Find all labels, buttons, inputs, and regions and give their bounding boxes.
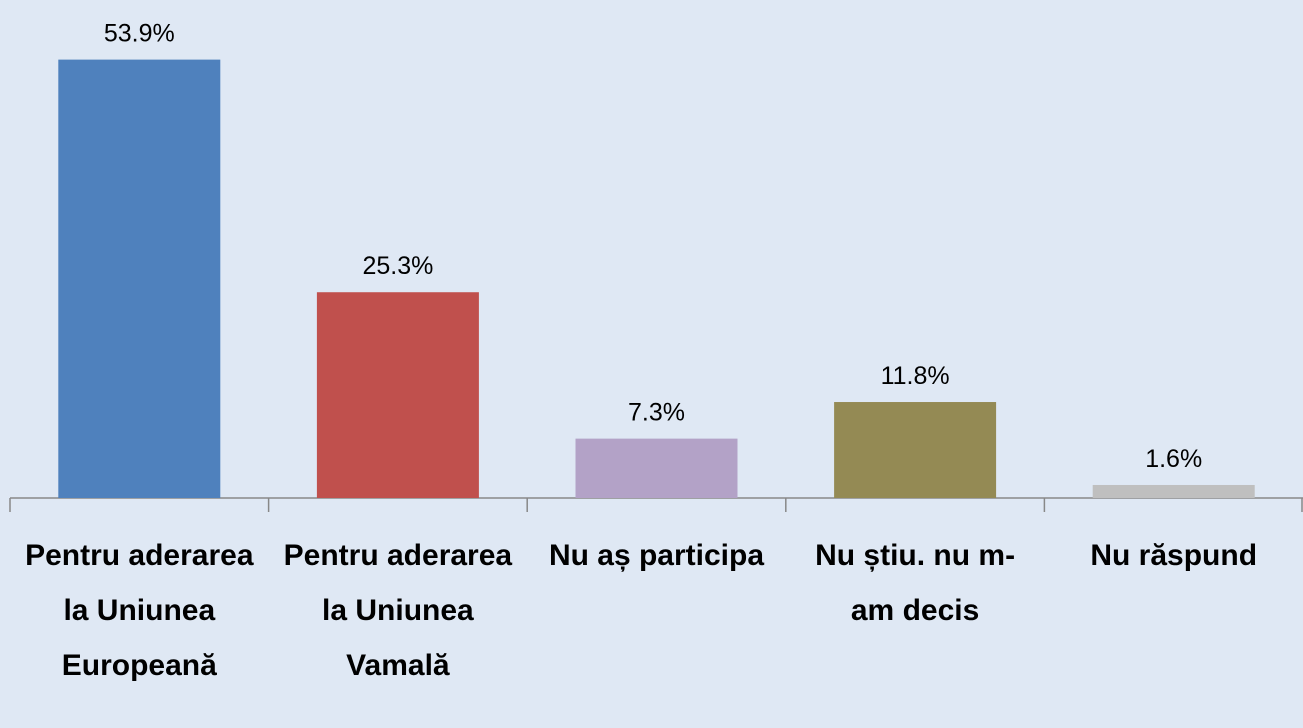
bar	[316, 292, 479, 498]
bar	[834, 402, 997, 498]
value-label: 11.8%	[881, 362, 950, 390]
x-tick-label: Nu știu. nu m-am decis	[815, 539, 1016, 627]
bar	[58, 59, 221, 498]
x-tick-label: Nu aș participa	[548, 539, 765, 572]
bar	[575, 438, 738, 498]
value-label: 1.6%	[1145, 445, 1202, 473]
x-tick-label: Pentru aderarea la Uniunea Vamală	[283, 539, 513, 682]
value-label: 25.3%	[362, 252, 433, 280]
value-label: 7.3%	[628, 399, 685, 427]
bar	[1092, 484, 1255, 498]
x-tick-label: Nu răspund	[1090, 539, 1258, 572]
x-tick-label: Pentru aderarea la Uniunea Europeană	[25, 539, 254, 682]
value-label: 53.9%	[104, 20, 175, 48]
